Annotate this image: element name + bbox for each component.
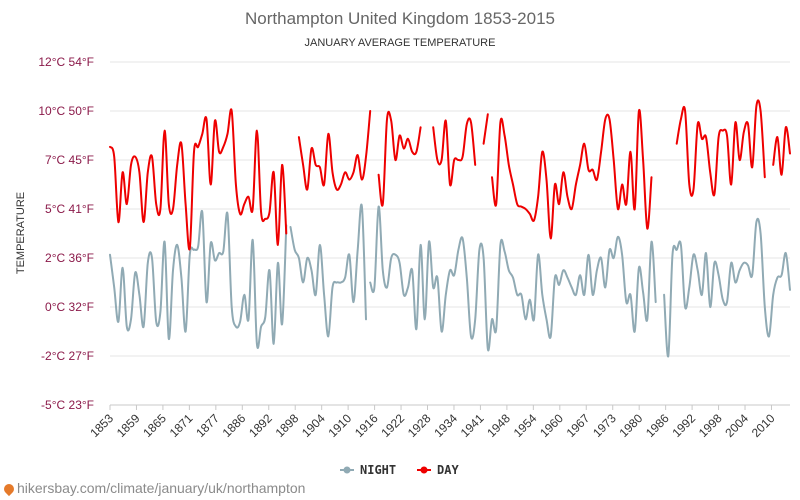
chart-title: Northampton United Kingdom 1853-2015: [245, 9, 555, 28]
x-tick-label: 1922: [378, 411, 407, 440]
series-day: [109, 99, 791, 251]
day-line-segment: [109, 108, 288, 251]
night-line-segment: [369, 205, 657, 352]
x-tick-label: 2004: [722, 411, 751, 440]
legend[interactable]: NIGHT DAY: [340, 463, 459, 477]
day-line-segment: [377, 110, 422, 207]
x-tick-label: 1871: [167, 411, 196, 440]
x-tick-label: 1898: [273, 411, 302, 440]
y-tick-label: 10°C 50°F: [38, 104, 94, 118]
day-line-segment: [432, 117, 477, 187]
night-line-segment: [663, 217, 791, 358]
x-tick-label: 1934: [431, 411, 460, 440]
x-tick-label: 1928: [405, 411, 434, 440]
y-axis-ticks: 12°C 54°F 10°C 50°F 7°C 45°F 5°C 41°F 2°C 36…: [38, 55, 94, 412]
night-line-segment: [289, 203, 367, 338]
x-tick-label: 1853: [87, 411, 116, 440]
x-tick-label: 1980: [617, 411, 646, 440]
legend-day-label: DAY: [437, 463, 459, 477]
legend-night-marker: [343, 466, 351, 474]
y-tick-label: -2°C 27°F: [41, 349, 94, 363]
x-tick-label: 1865: [140, 411, 169, 440]
x-tick-label: 1877: [193, 411, 222, 440]
legend-night-label: NIGHT: [360, 463, 396, 477]
y-tick-label: 5°C 41°F: [45, 202, 94, 216]
y-tick-label: 12°C 54°F: [38, 55, 94, 69]
day-line-segment: [675, 99, 766, 197]
x-tick-label: 1960: [537, 411, 566, 440]
grid-lines: [110, 61, 790, 406]
x-tick-label: 1859: [114, 411, 143, 440]
x-tick-label: 1892: [246, 411, 275, 440]
location-pin-icon: [1, 481, 17, 497]
day-line-segment: [482, 113, 489, 145]
footer-url: hikersbay.com/climate/january/uk/northam…: [17, 480, 306, 496]
legend-night[interactable]: NIGHT: [340, 463, 396, 477]
x-tick-label: 1941: [458, 411, 487, 440]
footer-link[interactable]: hikersbay.com/climate/january/uk/northam…: [1, 480, 306, 497]
x-tick-label: 1954: [511, 411, 540, 440]
x-tick-label: 2010: [749, 411, 778, 440]
legend-day-marker: [420, 466, 428, 474]
y-tick-label: -5°C 23°F: [41, 398, 94, 412]
x-tick-label: 1992: [669, 411, 698, 440]
series-lines: [109, 99, 791, 358]
day-line-segment: [772, 126, 791, 176]
x-tick-label: 1886: [220, 411, 249, 440]
x-tick-label: 1904: [299, 411, 328, 440]
x-tick-label: 1973: [590, 411, 619, 440]
y-tick-label: 7°C 45°F: [45, 153, 94, 167]
x-axis-ticks: 1853185918651871187718861892189819041910…: [87, 404, 790, 440]
x-tick-label: 1998: [696, 411, 725, 440]
series-night: [109, 203, 791, 358]
y-axis-label: TEMPERATURE: [15, 192, 27, 274]
x-tick-label: 1916: [352, 411, 381, 440]
x-tick-label: 1986: [643, 411, 672, 440]
y-tick-label: 2°C 36°F: [45, 251, 94, 265]
chart-subtitle: JANUARY AVERAGE TEMPERATURE: [305, 37, 496, 49]
day-line-segment: [297, 110, 372, 191]
y-tick-label: 0°C 32°F: [45, 300, 94, 314]
day-line-segment: [491, 108, 653, 240]
night-line-segment: [109, 209, 288, 349]
x-tick-label: 1948: [484, 411, 513, 440]
legend-day[interactable]: DAY: [417, 463, 459, 477]
x-tick-label: 1967: [564, 411, 593, 440]
x-tick-label: 1910: [325, 411, 354, 440]
